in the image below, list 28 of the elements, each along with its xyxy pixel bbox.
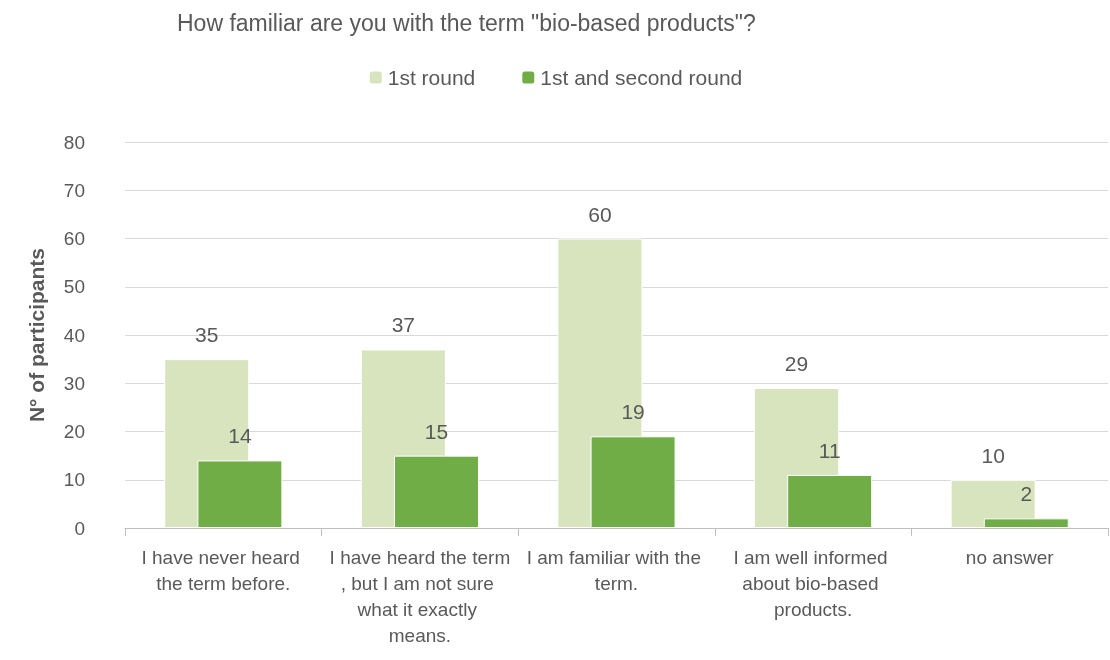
x-tick-label: I have never heard the term before. [141, 546, 306, 594]
data-label: 37 [391, 313, 415, 337]
y-tick-label: 50 [63, 276, 85, 298]
legend-label: 1st and second round [540, 66, 743, 89]
y-tick-label: 80 [63, 131, 85, 153]
data-label: 60 [588, 202, 612, 226]
chart-title: How familiar are you with the term "bio-based products"? [177, 9, 756, 36]
data-label: 29 [784, 352, 809, 376]
legend-label: 1st round [387, 66, 476, 89]
data-label: 15 [424, 419, 449, 443]
y-tick-label: 0 [74, 517, 85, 539]
data-label: 10 [981, 443, 1005, 467]
y-tick-label: 60 [63, 228, 85, 249]
data-label: 35 [195, 323, 219, 347]
y-tick-label: 40 [63, 324, 85, 346]
x-tick-label: I am familiar with the term. [526, 546, 707, 594]
y-tick-label: 70 [63, 179, 85, 201]
y-axis-title: N° of participants [25, 247, 48, 423]
y-tick-label: 20 [63, 421, 85, 442]
data-label: 11 [818, 438, 841, 462]
x-tick-label: I have heard the term, but I am not sure what it exactly means. [329, 546, 511, 646]
y-tick-label: 30 [63, 372, 85, 394]
x-tick-label: I am well informed about bio-based products. [733, 546, 893, 620]
x-tick-label: no answer [965, 546, 1055, 568]
y-tick-label: 10 [63, 469, 85, 491]
data-label: 2 [1020, 482, 1033, 506]
data-label: 19 [621, 400, 645, 424]
data-label: 14 [228, 424, 252, 448]
